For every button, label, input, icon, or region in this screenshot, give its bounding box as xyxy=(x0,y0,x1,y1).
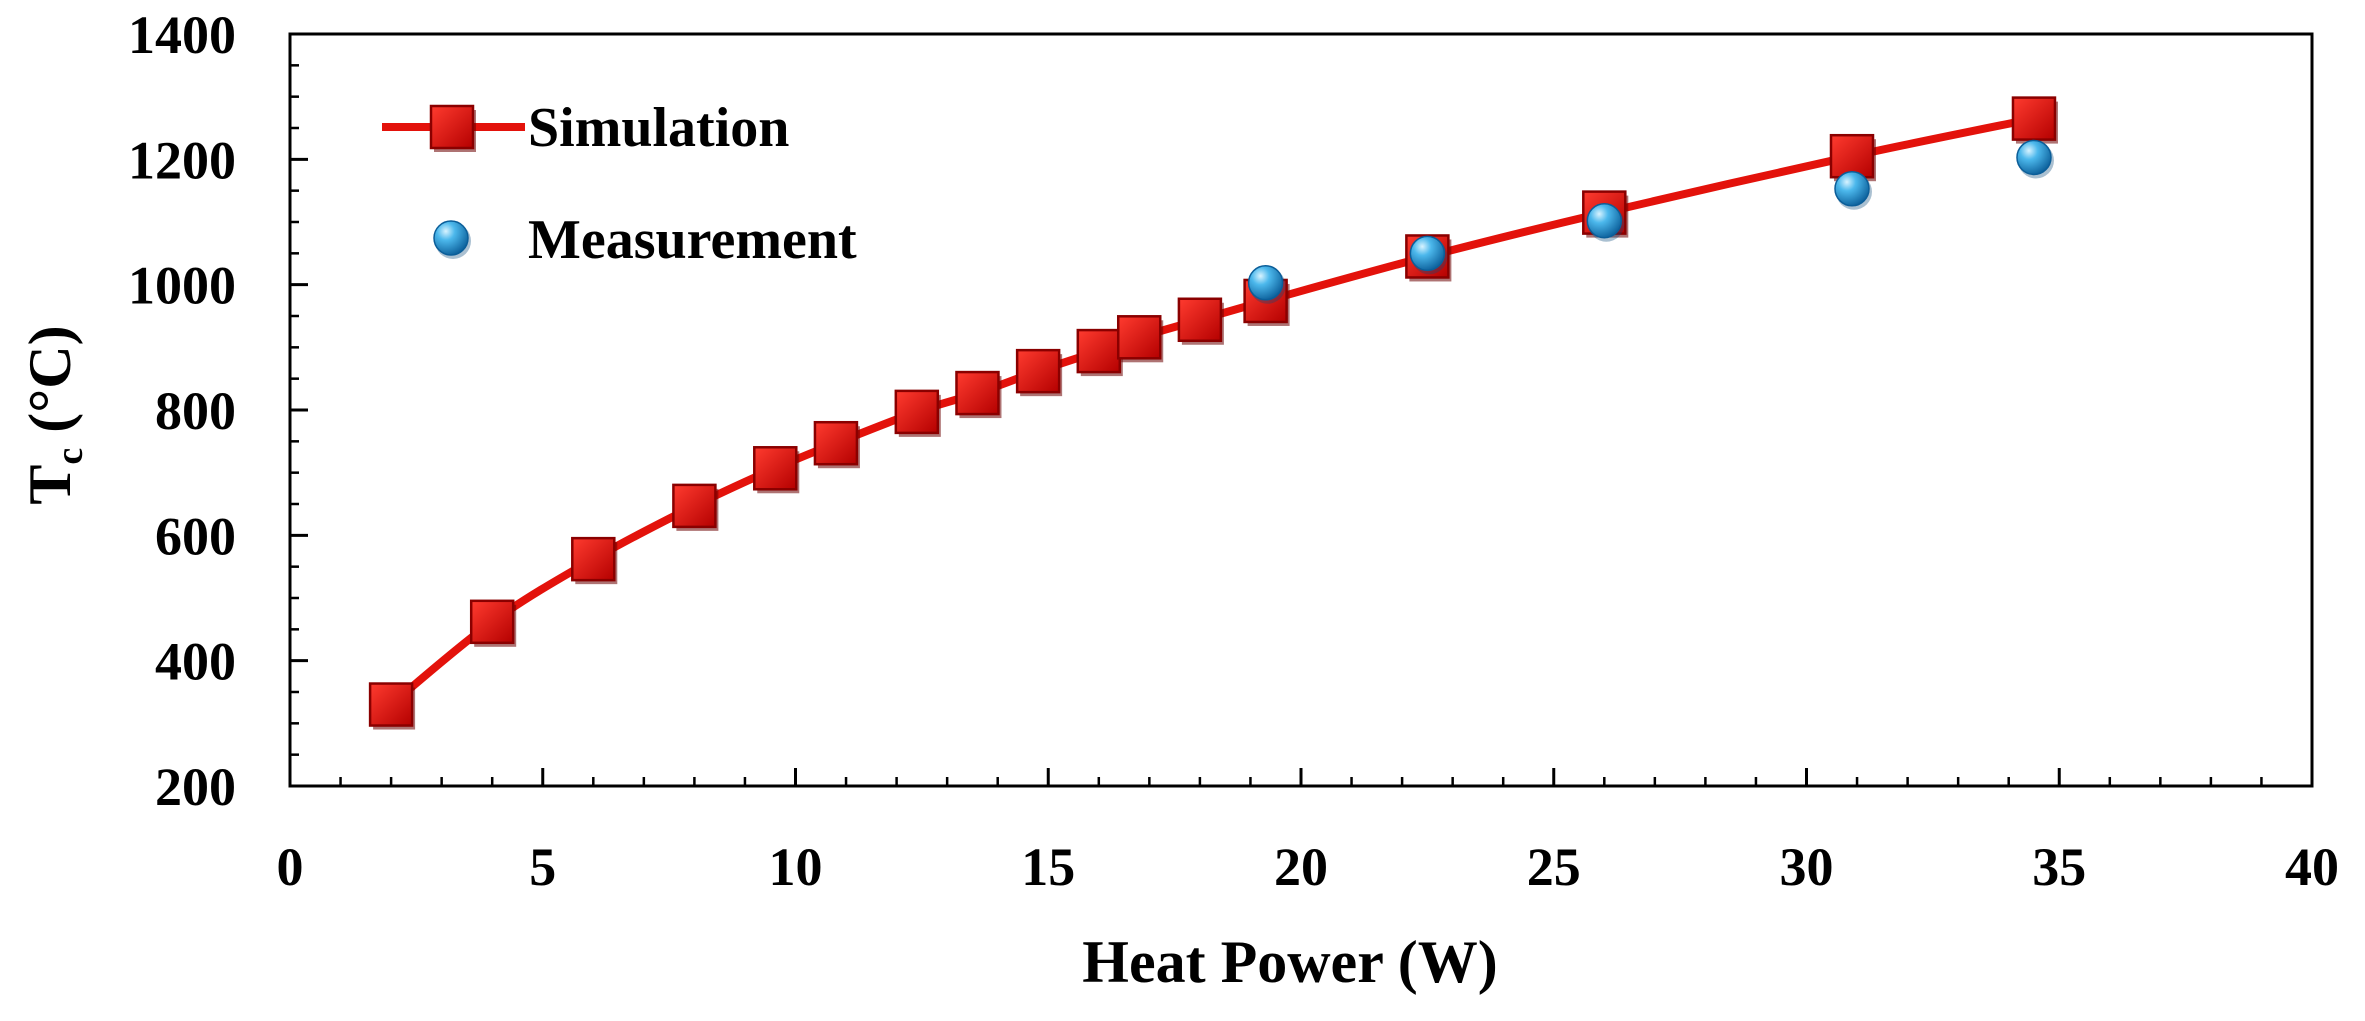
legend-simulation-label: Simulation xyxy=(528,97,789,159)
y-axis-title-main: T xyxy=(17,465,83,505)
x-tick-label: 5 xyxy=(529,837,556,897)
y-axis-title-unit: (°C) xyxy=(17,325,83,447)
marker-body xyxy=(433,220,469,256)
marker-body xyxy=(1829,133,1875,179)
marker-body xyxy=(1409,235,1446,272)
simulation-point xyxy=(469,599,517,647)
simulation-point xyxy=(368,682,416,730)
marker-body xyxy=(1015,348,1061,394)
simulation-line xyxy=(388,114,2035,708)
measurement-point xyxy=(1409,235,1448,275)
marker-body xyxy=(2011,96,2057,141)
marker-body xyxy=(672,483,717,529)
x-tick-label: 15 xyxy=(1021,837,1075,897)
y-tick-label: 600 xyxy=(155,506,236,566)
marker-body xyxy=(1247,265,1284,301)
measurement-point xyxy=(1247,265,1286,304)
marker-body xyxy=(571,536,616,582)
y-tick-label: 200 xyxy=(155,757,236,817)
x-tick-label: 0 xyxy=(277,837,304,897)
measurement-point xyxy=(2016,139,2054,179)
measurement-point xyxy=(1586,202,1625,242)
x-tick-label: 20 xyxy=(1274,837,1328,897)
simulation-point xyxy=(1015,348,1063,397)
marker-body xyxy=(894,389,940,435)
x-axis-title: Heat Power (W) xyxy=(1082,929,1497,995)
simulation-point xyxy=(571,536,618,585)
x-tick-label: 30 xyxy=(1780,837,1834,897)
marker-body xyxy=(955,370,1000,416)
legend-measurement-label: Measurement xyxy=(528,209,857,271)
x-tick-label: 25 xyxy=(1527,837,1581,897)
simulation-point xyxy=(672,483,719,531)
y-tick-label: 1200 xyxy=(128,130,236,190)
simulation-point xyxy=(894,389,941,437)
simulation-point xyxy=(1116,315,1164,363)
y-axis-title-sub: c xyxy=(49,448,91,465)
y-tick-label: 800 xyxy=(155,381,236,441)
marker-body xyxy=(1116,315,1162,360)
marker-body xyxy=(2016,139,2052,176)
marker-body xyxy=(429,104,475,150)
x-tick-label: 40 xyxy=(2285,837,2339,897)
simulation-point xyxy=(1177,297,1224,345)
marker-body xyxy=(368,682,414,727)
x-tick-label: 10 xyxy=(769,837,823,897)
simulation-point xyxy=(2011,96,2058,144)
y-tick-label: 1400 xyxy=(128,5,236,65)
simulation-point xyxy=(813,420,860,469)
marker-body xyxy=(813,420,859,466)
x-tick-label: 35 xyxy=(2032,837,2086,897)
simulation-point xyxy=(1076,328,1123,377)
y-tick-label: 1000 xyxy=(128,256,236,316)
legend-measurement-marker xyxy=(433,220,471,259)
marker-body xyxy=(1834,171,1870,207)
y-tick-label: 400 xyxy=(155,632,236,692)
legend-simulation-marker xyxy=(429,104,476,152)
y-axis-title: Tc (°C) xyxy=(17,325,91,504)
simulation-point xyxy=(955,370,1002,419)
simulation-point xyxy=(753,446,800,494)
marker-body xyxy=(1177,297,1223,343)
marker-body xyxy=(1076,328,1122,374)
marker-body xyxy=(469,599,515,645)
measurement-point xyxy=(1834,171,1872,210)
marker-body xyxy=(1586,202,1623,239)
marker-body xyxy=(753,446,798,491)
